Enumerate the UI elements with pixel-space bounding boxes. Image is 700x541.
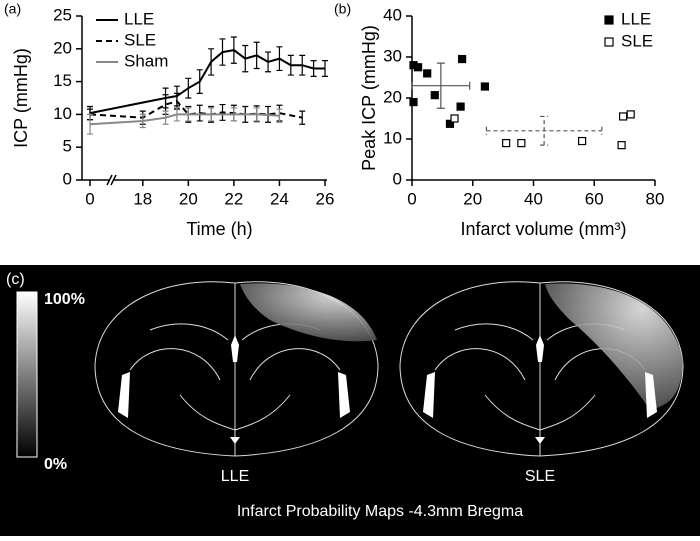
error-bar: [242, 44, 249, 73]
x-tick-label: 18: [133, 189, 152, 208]
legend-label: Sham: [124, 51, 168, 70]
map-label: LLE: [221, 468, 249, 485]
scale-min: 0%: [44, 456, 67, 473]
point: [450, 114, 459, 123]
x-tick-label: 22: [224, 189, 243, 208]
y-tick-label: 15: [53, 71, 72, 90]
error-bar: [208, 48, 215, 76]
error-bar: [185, 107, 192, 122]
legend-label: SLE: [621, 31, 653, 50]
x-tick-label: 0: [85, 189, 94, 208]
legend-swatch: [604, 15, 614, 25]
x-tick-label: 20: [179, 189, 198, 208]
x-tick-label: 60: [585, 189, 604, 208]
x-tick-label: 20: [463, 189, 482, 208]
x-axis-label: Time (h): [186, 219, 252, 239]
brain-sle: [399, 281, 684, 457]
mean-y-error: [436, 62, 445, 109]
point: [502, 139, 511, 148]
y-tick-label: 25: [53, 5, 72, 24]
point: [423, 69, 432, 78]
error-bar: [310, 60, 317, 77]
mean-y-error: [540, 115, 549, 146]
error-bar: [253, 41, 260, 70]
point: [517, 139, 526, 148]
y-tick-label: 20: [383, 87, 402, 106]
x-tick-label: 0: [407, 189, 416, 208]
error-bar: [87, 113, 93, 135]
axis-break: [110, 174, 117, 186]
point: [458, 54, 467, 64]
panel-label: (c): [6, 271, 25, 288]
point: [626, 110, 635, 119]
series-line: [89, 49, 325, 115]
series-line: [89, 113, 280, 126]
point: [445, 119, 455, 128]
error-bar: [230, 36, 237, 64]
error-bar: [219, 38, 226, 66]
panel-label: (a): [4, 1, 21, 17]
x-tick-label: 80: [646, 189, 665, 208]
point: [413, 63, 423, 72]
point: [409, 97, 418, 107]
error-bar: [276, 108, 283, 123]
error-bar: [162, 110, 169, 125]
map-label: SLE: [525, 468, 555, 485]
y-axis-label: Peak ICP (mmHg): [359, 25, 379, 171]
error-bar: [299, 54, 306, 76]
color-scale: [16, 291, 38, 458]
legend-label: LLE: [124, 9, 154, 28]
x-tick-label: 40: [524, 189, 543, 208]
error-bar: [196, 104, 203, 122]
x-tick-label: 24: [270, 189, 289, 208]
y-tick-label: 10: [383, 128, 402, 147]
error-bar: [185, 77, 192, 99]
scale-max: 100%: [44, 291, 85, 308]
infarct-lle: [240, 283, 377, 342]
legend-swatch: [604, 37, 614, 47]
legend-label: SLE: [124, 30, 156, 49]
error-bar: [265, 51, 272, 73]
panel-label: (b): [334, 1, 351, 17]
axis-break: [106, 174, 113, 186]
point: [480, 82, 489, 91]
caption: Infarct Probability Maps -4.3mm Bregma: [237, 503, 523, 520]
error-bar: [299, 110, 306, 125]
error-bar: [276, 46, 283, 72]
y-tick-label: 40: [383, 5, 402, 24]
point: [430, 91, 439, 100]
x-axis-label: Infarct volume (mm³): [460, 219, 626, 239]
y-tick-label: 20: [53, 38, 72, 57]
error-bar: [230, 107, 237, 122]
series-line: [89, 100, 303, 119]
error-bar: [253, 107, 260, 122]
y-tick-label: 30: [383, 46, 402, 65]
point: [617, 141, 626, 150]
x-tick-label: 26: [316, 189, 335, 208]
error-bar: [208, 107, 215, 122]
y-tick-label: 5: [63, 137, 72, 156]
error-bar: [322, 60, 328, 77]
image-panel: (c) 100% 0% LLE SLE Infarct Probability …: [0, 265, 700, 536]
y-tick-label: 0: [393, 169, 402, 188]
y-tick-label: 0: [63, 169, 72, 188]
error-bar: [173, 107, 180, 122]
error-bar: [139, 113, 146, 129]
point: [456, 102, 465, 111]
y-axis-label: ICP (mmHg): [11, 48, 31, 148]
y-tick-label: 10: [53, 104, 72, 123]
error-bar: [196, 69, 203, 95]
point: [619, 112, 628, 121]
error-bar: [219, 103, 226, 121]
point: [577, 136, 587, 146]
legend-label: LLE: [621, 9, 651, 28]
error-bar: [287, 54, 294, 76]
